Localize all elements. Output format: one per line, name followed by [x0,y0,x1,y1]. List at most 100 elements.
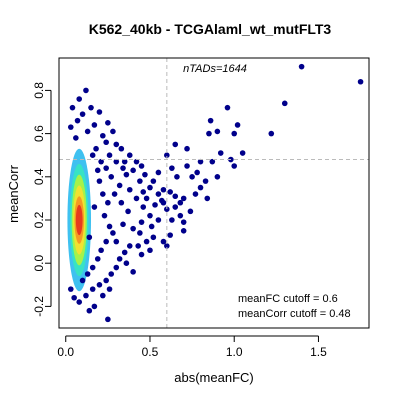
data-point [206,130,212,137]
data-point [140,204,147,210]
data-point [100,132,106,139]
data-point [214,128,221,135]
data-point [224,104,231,111]
data-point [103,139,109,146]
plot-area [59,58,369,328]
data-point [120,165,126,171]
data-point [106,286,113,292]
data-point [113,141,120,148]
data-point [189,174,195,180]
data-point [239,150,246,156]
data-point [118,199,125,206]
data-point [214,174,221,180]
data-point [147,247,153,254]
data-point [89,152,96,158]
data-point [83,87,89,94]
data-point [155,191,162,197]
y-tick-label: 0.4 [32,168,46,185]
data-point [113,238,120,245]
x-tick-label: 1.5 [310,345,327,359]
data-point [123,260,130,267]
data-point [143,238,150,245]
data-point [197,158,204,165]
data-point [169,217,175,223]
data-point [268,130,275,137]
data-point [160,238,167,245]
data-point [184,163,190,169]
y-axis-label: meanCorr [6,164,21,222]
data-point [110,128,116,135]
data-point [167,189,173,195]
data-point [192,191,199,197]
data-point [93,145,99,152]
data-point [101,212,108,219]
data-point [96,282,103,288]
data-point [94,167,101,174]
data-point [172,204,179,210]
data-point [143,195,150,202]
data-point [155,169,162,176]
data-point [133,195,140,202]
data-point [234,122,241,128]
x-axis-label: abs(meanFC) [174,370,253,385]
data-point [91,303,98,310]
data-point [231,163,238,169]
data-point [79,277,86,284]
data-point [202,178,209,184]
y-axis: -0.2 0.0 0.2 0.4 0.6 0.8 [32,82,52,317]
data-point [298,63,305,70]
data-point [137,230,143,236]
data-point [231,130,238,137]
data-point [103,238,109,245]
data-point [150,234,157,241]
data-point [164,152,170,158]
data-point [89,286,96,292]
data-point [73,135,79,141]
data-point [106,223,113,230]
data-point [67,286,74,292]
data-point [138,251,145,258]
data-point [164,243,170,249]
data-point [197,184,204,191]
data-point [187,208,194,215]
data-point [357,78,364,85]
data-point [167,232,173,238]
data-point [130,225,136,232]
density-band-5 [75,204,83,236]
data-point [103,165,109,171]
data-point [100,292,106,299]
data-point [100,191,106,197]
data-point [105,199,111,206]
corr-cutoff-label: meanCorr cutoff = 0.48 [238,308,351,320]
data-point [160,186,167,193]
data-point [142,171,148,178]
data-point [83,292,89,299]
data-point [174,174,180,180]
x-axis: 0.0 0.5 1.0 1.5 [57,335,327,359]
data-point [69,104,76,111]
data-point [120,221,126,228]
points-layer [67,63,364,323]
data-point [108,174,115,180]
x-tick-label: 1.0 [226,345,243,359]
data-point [133,158,140,165]
data-point [169,165,175,171]
data-point [94,256,101,262]
data-point [108,271,115,277]
y-tick-label: -0.2 [32,296,46,317]
data-point [96,178,103,184]
data-point [135,243,141,249]
data-point [91,122,98,128]
x-tick-label: 0.0 [57,345,74,359]
data-point [88,104,94,111]
chart-title: K562_40kb - TCGAlaml_wt_mutFLT3 [89,21,332,37]
data-point [138,163,145,169]
data-point [98,247,104,254]
data-point [126,152,133,158]
data-point [125,208,131,215]
data-point [76,96,83,102]
y-tick-label: 0.6 [32,125,46,142]
data-point [138,219,145,225]
data-point [113,264,120,271]
y-tick-label: 0.2 [32,211,46,228]
